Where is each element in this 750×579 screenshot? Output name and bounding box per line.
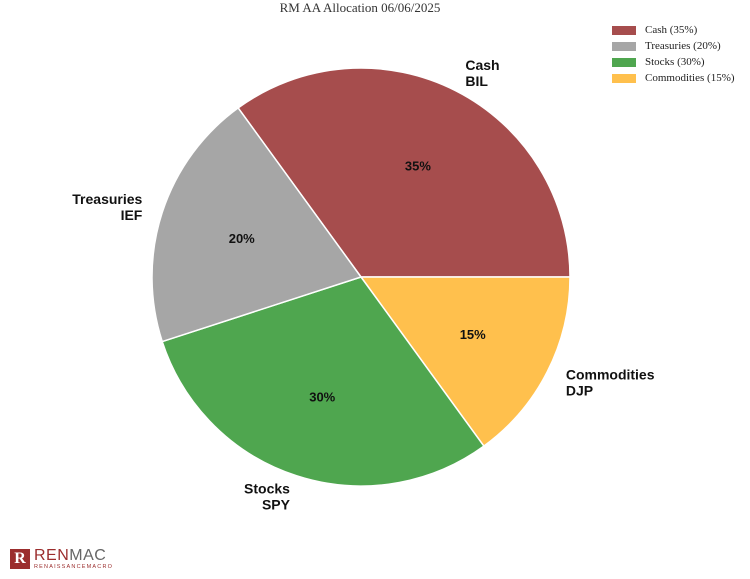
legend-label-cash: Cash (35%) xyxy=(645,24,698,36)
legend-swatch-commodities xyxy=(612,73,636,83)
legend-item-stocks: Stocks (30%) xyxy=(612,54,735,70)
chart-legend: Cash (35%) Treasuries (20%) Stocks (30%) Co… xyxy=(612,22,735,86)
ticker-ief: IEF xyxy=(121,207,143,223)
category-label-commodities: Commodities DJP xyxy=(566,366,655,398)
legend-swatch-cash xyxy=(612,25,636,35)
category-name-commodities: Commodities xyxy=(566,366,655,382)
pie-slice-treasuries xyxy=(151,106,363,343)
logo-mark-icon: R xyxy=(10,549,30,570)
category-name-treasuries: Treasuries xyxy=(72,191,142,207)
legend-item-commodities: Commodities (15%) xyxy=(612,70,735,86)
renmac-logo: R RENMAC RENAISSANCEMACRO xyxy=(10,548,113,571)
legend-label-treasuries: Treasuries (20%) xyxy=(645,40,721,52)
percent-label-commodities: 15% xyxy=(460,327,486,342)
pie-slice-cash xyxy=(237,67,571,278)
chart-title: RM AA Allocation 06/06/2025 xyxy=(279,0,441,15)
category-name-cash: Cash xyxy=(465,57,499,73)
logo-text-ren: REN xyxy=(34,547,70,564)
legend-label-commodities: Commodities (15%) xyxy=(645,72,735,84)
percent-label-stocks: 30% xyxy=(309,389,335,404)
legend-item-cash: Cash (35%) xyxy=(612,22,735,38)
percent-label-treasuries: 20% xyxy=(229,231,255,246)
category-label-treasuries: Treasuries IEF xyxy=(72,191,143,223)
legend-item-treasuries: Treasuries (20%) xyxy=(612,38,735,54)
pie-slice-stocks xyxy=(161,276,485,487)
pie-slice-commodities xyxy=(359,276,571,448)
ticker-bil: BIL xyxy=(465,73,488,89)
percent-label-cash: 35% xyxy=(405,158,431,173)
legend-label-stocks: Stocks (30%) xyxy=(645,56,705,68)
logo-text-mac: MAC xyxy=(69,547,107,564)
ticker-spy: SPY xyxy=(262,497,291,513)
category-name-stocks: Stocks xyxy=(244,481,290,497)
legend-swatch-stocks xyxy=(612,57,636,67)
category-label-cash: Cash BIL xyxy=(465,57,499,89)
ticker-djp: DJP xyxy=(566,382,593,398)
legend-swatch-treasuries xyxy=(612,41,636,51)
category-label-stocks: Stocks SPY xyxy=(244,481,291,513)
logo-subtitle: RENAISSANCEMACRO xyxy=(34,564,114,570)
